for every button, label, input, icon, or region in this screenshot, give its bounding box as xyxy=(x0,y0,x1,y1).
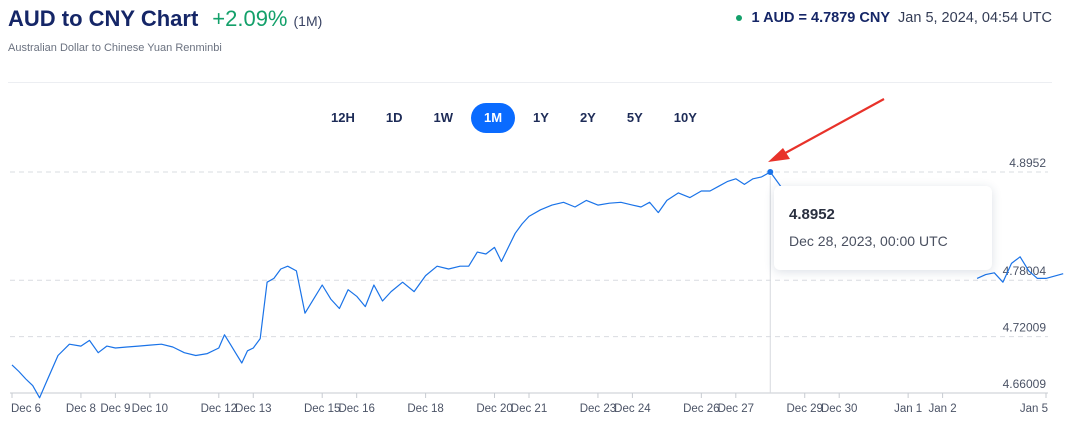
x-tick-label: Dec 20 xyxy=(476,403,512,415)
range-button-1w[interactable]: 1W xyxy=(433,110,453,125)
current-rate: 1 AUD = 4.7879 CNY Jan 5, 2024, 04:54 UT… xyxy=(735,10,1052,26)
x-tick-label: Dec 21 xyxy=(511,403,547,415)
x-tick-label: Dec 23 xyxy=(580,403,616,415)
range-button-1d[interactable]: 1D xyxy=(385,110,403,125)
time-range-selector: 12H 1D 1W 1M 1Y 2Y 5Y 10Y xyxy=(318,103,715,133)
x-tick-label: Dec 30 xyxy=(821,403,857,415)
x-tick-label: Jan 2 xyxy=(929,403,957,415)
y-tick-label: 4.8952 xyxy=(1009,156,1046,170)
x-tick-label: Dec 29 xyxy=(787,403,823,415)
x-tick-label: Jan 5 xyxy=(1020,403,1048,415)
header-divider xyxy=(8,82,1052,83)
range-button-1y[interactable]: 1Y xyxy=(533,110,549,125)
x-tick-label: Dec 15 xyxy=(304,403,340,415)
range-button-1m[interactable]: 1M xyxy=(470,103,516,133)
x-tick-label: Dec 9 xyxy=(100,403,130,415)
x-tick-label: Dec 27 xyxy=(718,403,754,415)
x-tick-label: Dec 24 xyxy=(614,403,651,415)
annotation-arrow-icon xyxy=(768,98,885,162)
series-line-segment xyxy=(976,256,1064,283)
range-button-10y[interactable]: 10Y xyxy=(673,110,697,125)
change-percent: +2.09% xyxy=(212,6,288,31)
rate-timestamp: Jan 5, 2024, 04:54 UTC xyxy=(898,10,1052,26)
x-tick-label: Dec 13 xyxy=(235,403,271,415)
y-tick-label: 4.78004 xyxy=(1003,264,1047,278)
tooltip-date: Dec 28, 2023, 00:00 UTC xyxy=(789,233,948,249)
x-tick-label: Dec 8 xyxy=(66,403,96,415)
y-axis: 4.8952 4.78004 4.72009 4.66009 xyxy=(1003,156,1047,391)
rate-value: 1 AUD = 4.7879 CNY xyxy=(751,10,891,26)
x-tick-label: Dec 6 xyxy=(11,403,41,415)
x-tick-label: Dec 18 xyxy=(407,403,443,415)
x-tick-label: Jan 1 xyxy=(894,403,922,415)
y-tick-label: 4.66009 xyxy=(1003,377,1047,391)
change-period: (1M) xyxy=(293,13,323,29)
page-title: AUD to CNY Chart xyxy=(8,6,199,31)
x-tick-label: Dec 12 xyxy=(201,403,237,415)
range-button-12h[interactable]: 12H xyxy=(331,110,355,125)
highlighted-point xyxy=(767,169,774,175)
range-button-2y[interactable]: 2Y xyxy=(579,110,596,125)
x-tick-label: Dec 10 xyxy=(132,403,168,415)
live-dot-icon xyxy=(735,15,742,21)
x-tick-label: Dec 16 xyxy=(338,403,374,415)
chart-tooltip: 4.8952 Dec 28, 2023, 00:00 UTC xyxy=(774,186,992,270)
tooltip-value: 4.8952 xyxy=(789,206,835,223)
range-button-5y[interactable]: 5Y xyxy=(626,110,643,125)
y-tick-label: 4.72009 xyxy=(1003,321,1047,335)
page-subtitle: Australian Dollar to Chinese Yuan Renmin… xyxy=(8,42,222,54)
chart-header: AUD to CNY Chart +2.09% (1M) Australian … xyxy=(8,6,322,54)
x-tick-label: Dec 26 xyxy=(683,403,719,415)
series-line xyxy=(11,171,788,399)
